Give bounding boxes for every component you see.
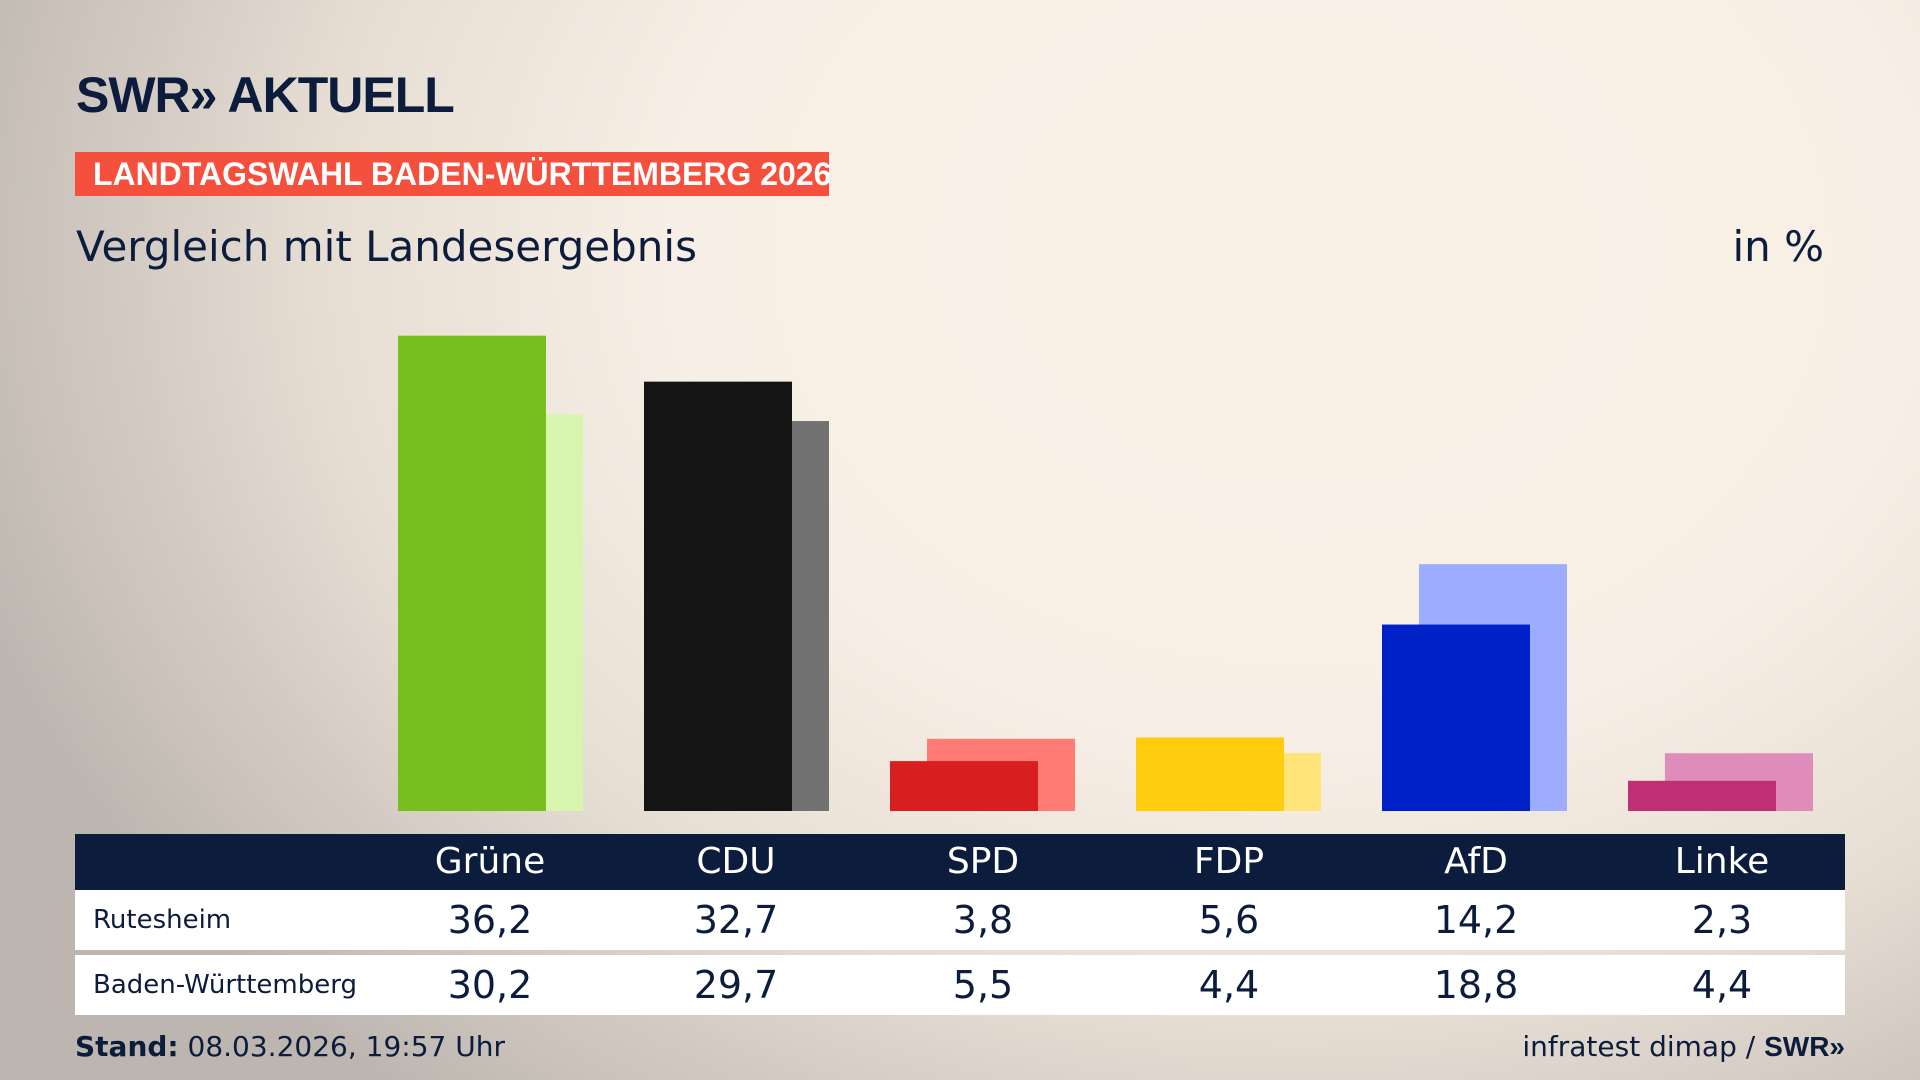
column-header: Grüne: [434, 841, 546, 882]
stand-label: Stand:: [75, 1030, 179, 1063]
results-table: Grüne CDU SPD FDP AfD Linke Rutesheim 36,2 32,7…: [75, 834, 1845, 1015]
column-header: SPD: [946, 841, 1020, 882]
table-cell: 3,8: [952, 898, 1014, 942]
bar-local-afd: [1382, 624, 1530, 811]
bar-local-cdu: [644, 381, 792, 811]
table-cell: 29,7: [693, 963, 779, 1007]
table-cell: 4,4: [1198, 963, 1260, 1007]
swr-aktuell-logo: SWR» AKTUELL: [76, 67, 455, 123]
table-cell: 30,2: [447, 963, 533, 1007]
election-banner: LANDTAGSWAHL BADEN-WÜRTTEMBERG 2026: [75, 152, 831, 196]
chart-subtitle: Vergleich mit Landesergebnis: [76, 222, 697, 271]
column-header: CDU: [696, 841, 776, 882]
timestamp: Stand: 08.03.2026, 19:57 Uhr: [75, 1030, 505, 1063]
bar-local-spd: [890, 761, 1038, 811]
table-row: Baden-Württemberg 30,2 29,7 5,5 4,4 18,8 4,4: [75, 955, 1845, 1015]
source-text: infratest dimap /: [1522, 1030, 1765, 1063]
bar-local-grüne: [398, 335, 546, 811]
row-label: Baden-Württemberg: [93, 970, 357, 1000]
column-header: AfD: [1444, 841, 1508, 882]
table-cell: 14,2: [1433, 898, 1519, 942]
table-header: Grüne CDU SPD FDP AfD Linke: [75, 834, 1845, 890]
row-label: Rutesheim: [93, 905, 232, 935]
table-cell: 2,3: [1691, 898, 1753, 942]
table-cell: 32,7: [693, 898, 779, 942]
stand-value: 08.03.2026, 19:57 Uhr: [178, 1030, 505, 1063]
unit-label: in %: [1732, 222, 1824, 271]
bar-local-linke: [1628, 780, 1776, 811]
bar-local-fdp: [1136, 737, 1284, 811]
table-cell: 18,8: [1433, 963, 1519, 1007]
table-cell: 5,6: [1198, 898, 1260, 942]
table-cell: 4,4: [1691, 963, 1753, 1007]
source: infratest dimap / SWR»: [1522, 1030, 1845, 1063]
column-header: FDP: [1193, 841, 1265, 882]
table-row: Rutesheim 36,2 32,7 3,8 5,6 14,2 2,3: [75, 890, 1845, 950]
table-cell: 5,5: [952, 963, 1014, 1007]
column-header: Linke: [1674, 841, 1770, 882]
swr-logo: SWR»: [1764, 1031, 1845, 1062]
table-cell: 36,2: [447, 898, 533, 942]
